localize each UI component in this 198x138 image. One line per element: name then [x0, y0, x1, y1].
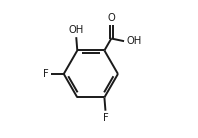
Text: OH: OH: [69, 25, 84, 35]
Text: F: F: [43, 69, 49, 79]
Text: O: O: [108, 13, 116, 23]
Text: F: F: [103, 113, 108, 123]
Text: OH: OH: [127, 36, 142, 46]
